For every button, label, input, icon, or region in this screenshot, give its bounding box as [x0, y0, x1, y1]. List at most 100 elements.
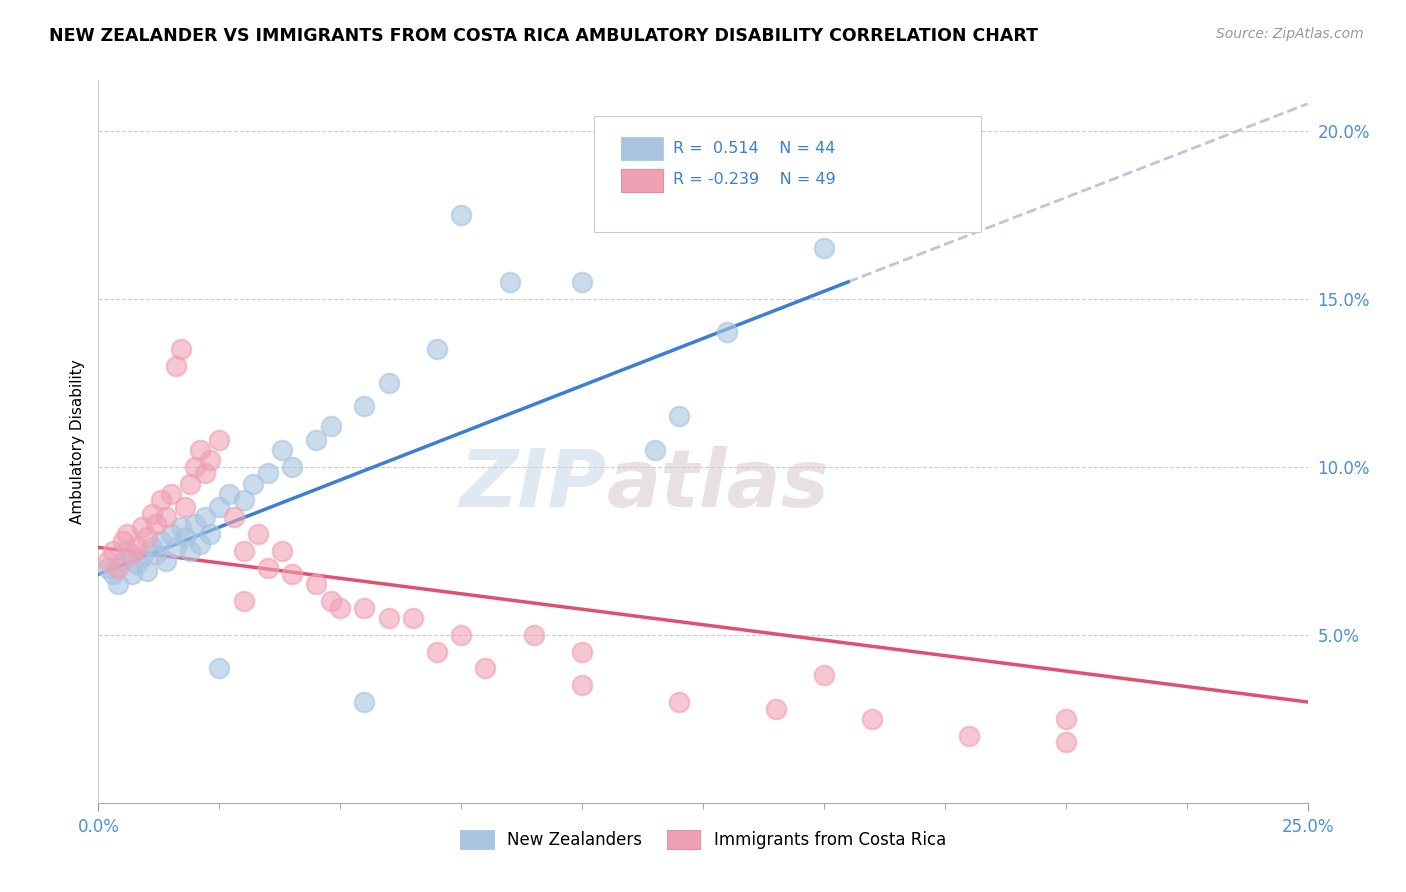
Point: [523, 628, 546, 642]
Point: [127, 541, 149, 555]
Point: [121, 547, 143, 561]
Point: [813, 668, 835, 682]
Point: [107, 577, 129, 591]
Point: [232, 594, 254, 608]
Point: [271, 543, 294, 558]
Point: [208, 433, 231, 447]
Point: [194, 510, 217, 524]
Point: [155, 510, 177, 524]
Point: [101, 543, 124, 558]
Y-axis label: Ambulatory Disability: Ambulatory Disability: [69, 359, 84, 524]
Point: [135, 530, 157, 544]
Point: [353, 399, 375, 413]
Point: [141, 507, 163, 521]
Point: [131, 520, 153, 534]
Point: [169, 520, 191, 534]
Point: [150, 533, 173, 548]
Point: [305, 433, 328, 447]
Point: [271, 442, 294, 457]
Text: R =  0.514    N = 44: R = 0.514 N = 44: [672, 142, 835, 156]
Point: [198, 527, 221, 541]
Point: [765, 702, 787, 716]
Point: [184, 459, 207, 474]
Point: [305, 577, 328, 591]
Point: [145, 516, 167, 531]
Point: [174, 530, 197, 544]
Point: [319, 594, 342, 608]
Point: [160, 486, 183, 500]
Point: [426, 644, 449, 658]
Point: [179, 543, 201, 558]
Point: [127, 558, 149, 572]
Point: [281, 567, 304, 582]
Point: [232, 493, 254, 508]
Point: [247, 527, 270, 541]
Point: [208, 500, 231, 514]
Point: [198, 453, 221, 467]
FancyBboxPatch shape: [595, 116, 981, 232]
Point: [111, 554, 134, 568]
Point: [194, 467, 217, 481]
Point: [97, 554, 120, 568]
Point: [860, 712, 883, 726]
Point: [232, 543, 254, 558]
Point: [426, 342, 449, 356]
Point: [1054, 712, 1077, 726]
Text: ZIP: ZIP: [458, 446, 606, 524]
Point: [281, 459, 304, 474]
Legend: New Zealanders, Immigrants from Costa Rica: New Zealanders, Immigrants from Costa Ri…: [454, 823, 952, 856]
Point: [813, 241, 835, 255]
Point: [165, 359, 187, 373]
Point: [145, 547, 167, 561]
Point: [353, 695, 375, 709]
Point: [474, 661, 496, 675]
Point: [188, 442, 211, 457]
Point: [174, 500, 197, 514]
Text: Source: ZipAtlas.com: Source: ZipAtlas.com: [1216, 27, 1364, 41]
Point: [160, 527, 183, 541]
Point: [101, 567, 124, 582]
Point: [155, 554, 177, 568]
Text: atlas: atlas: [606, 446, 830, 524]
Point: [188, 537, 211, 551]
Point: [319, 419, 342, 434]
Point: [117, 527, 139, 541]
Point: [571, 644, 593, 658]
Point: [97, 560, 120, 574]
Point: [135, 564, 157, 578]
Point: [117, 543, 139, 558]
Point: [450, 628, 472, 642]
Point: [353, 600, 375, 615]
Point: [329, 600, 352, 615]
Point: [222, 510, 245, 524]
Point: [450, 208, 472, 222]
Point: [131, 550, 153, 565]
Point: [179, 476, 201, 491]
Point: [107, 560, 129, 574]
Point: [957, 729, 980, 743]
Point: [571, 678, 593, 692]
Point: [141, 541, 163, 555]
Point: [184, 516, 207, 531]
Point: [668, 695, 690, 709]
Point: [150, 493, 173, 508]
Point: [910, 208, 932, 222]
Point: [165, 541, 187, 555]
Point: [377, 376, 399, 390]
Text: NEW ZEALANDER VS IMMIGRANTS FROM COSTA RICA AMBULATORY DISABILITY CORRELATION CH: NEW ZEALANDER VS IMMIGRANTS FROM COSTA R…: [49, 27, 1038, 45]
Point: [208, 661, 231, 675]
Point: [498, 275, 520, 289]
Text: R = -0.239    N = 49: R = -0.239 N = 49: [672, 172, 835, 187]
Point: [256, 467, 278, 481]
Point: [169, 342, 191, 356]
Point: [377, 611, 399, 625]
Bar: [621, 169, 664, 193]
Point: [571, 275, 593, 289]
Point: [121, 567, 143, 582]
Point: [111, 533, 134, 548]
Point: [242, 476, 264, 491]
Point: [256, 560, 278, 574]
Point: [716, 326, 738, 340]
Point: [668, 409, 690, 424]
Point: [1054, 735, 1077, 749]
